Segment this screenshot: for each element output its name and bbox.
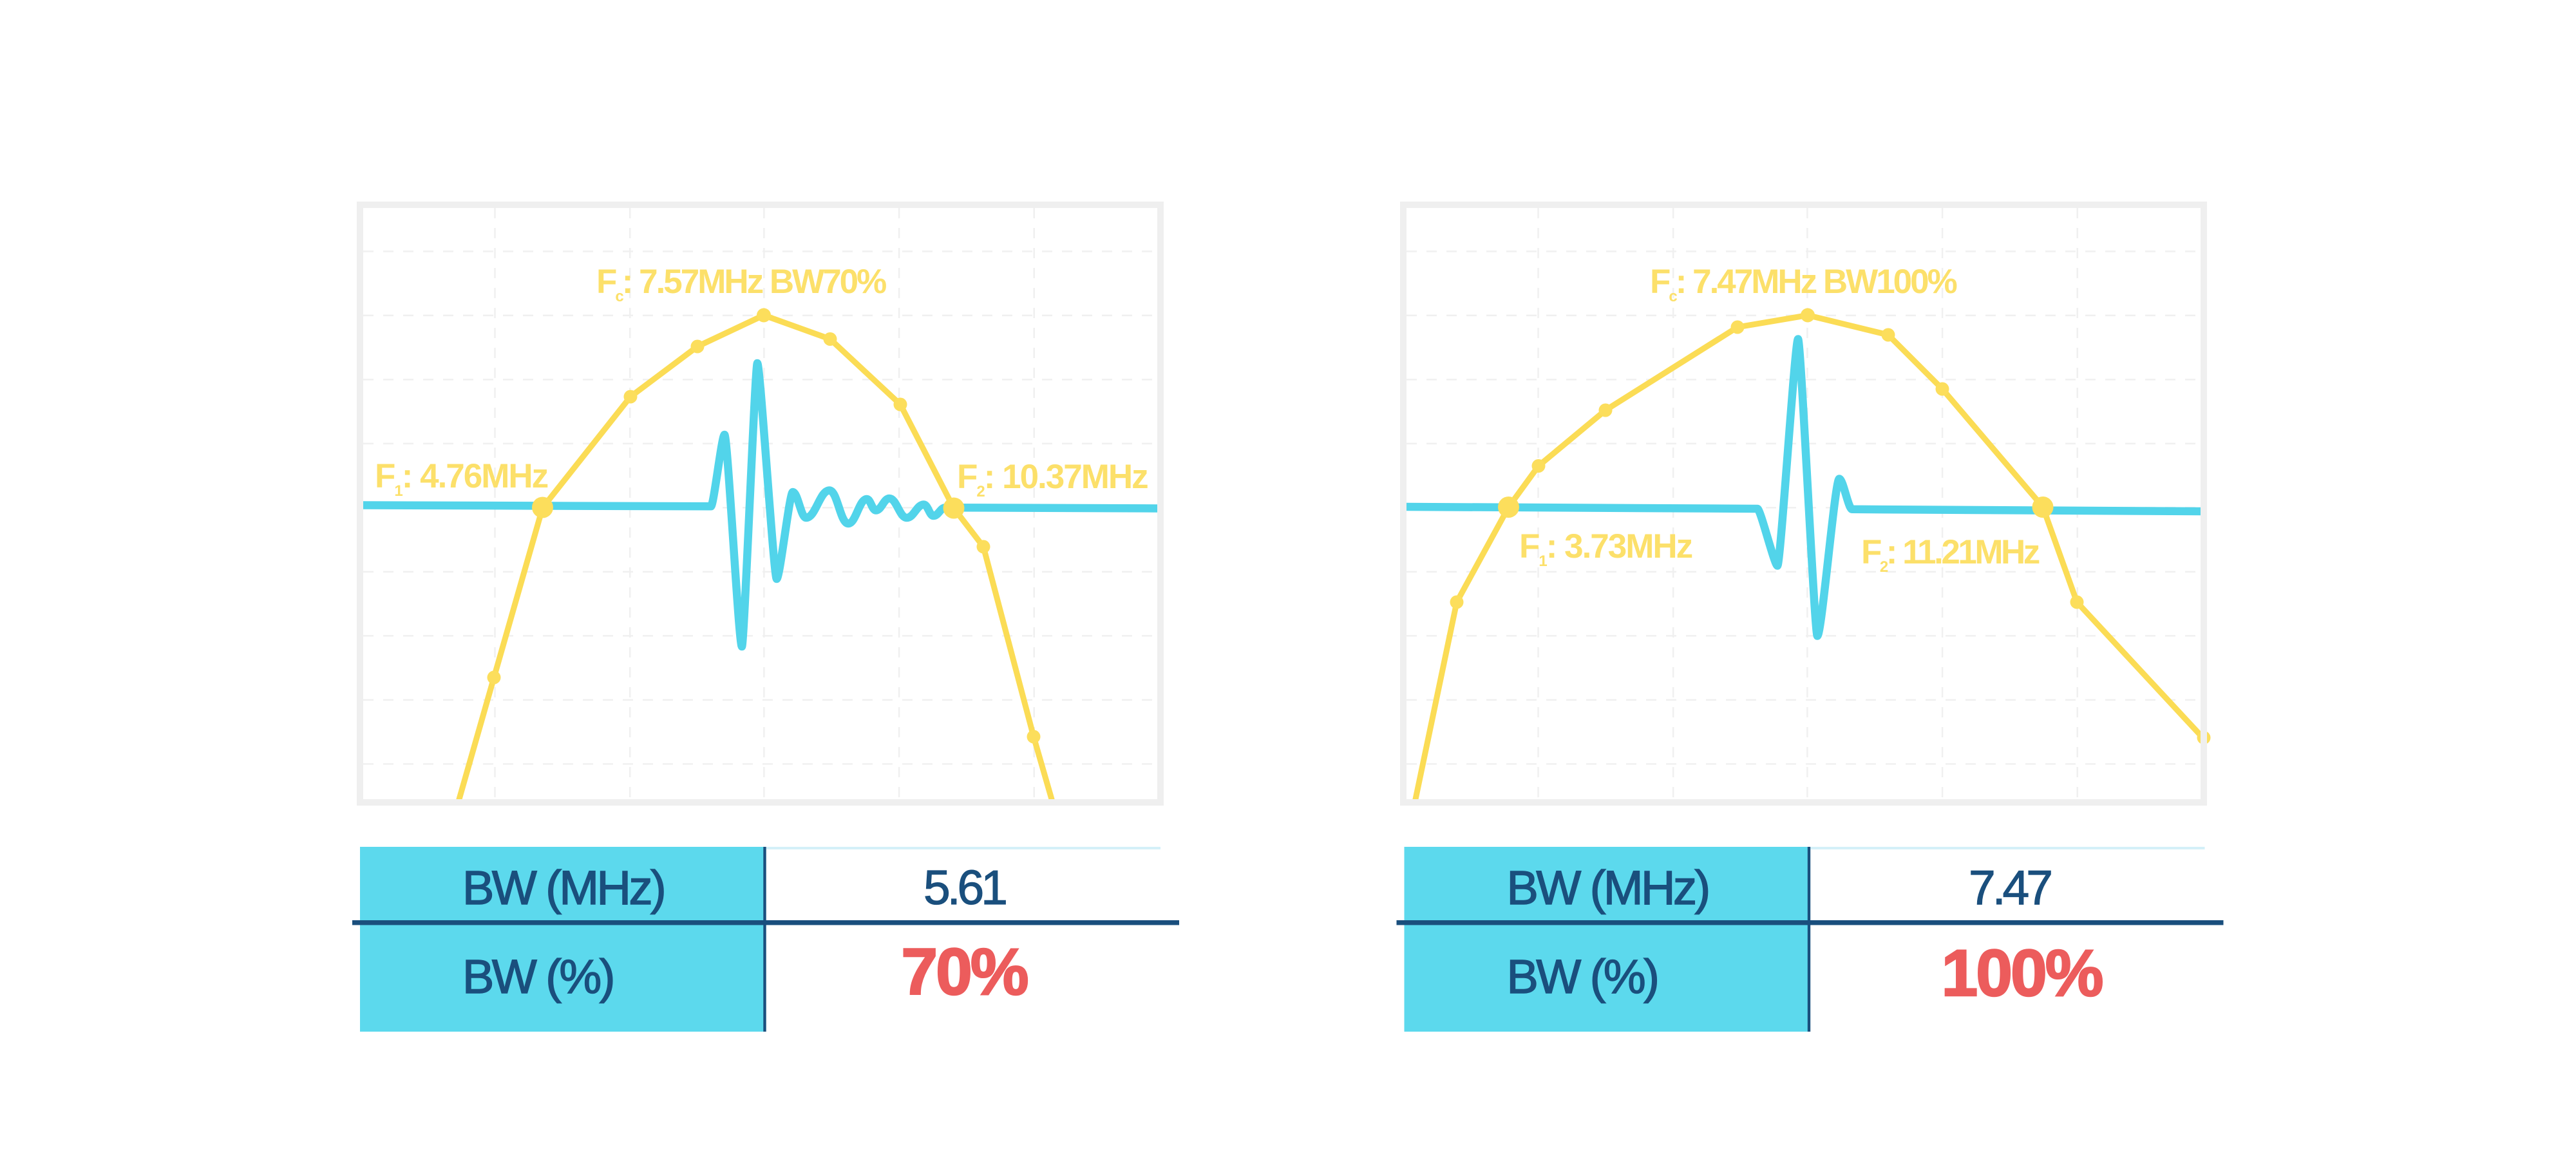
- svg-text:70%: 70%: [901, 935, 1027, 1008]
- svg-text:Fc: 7.57MHz BW70%: Fc: 7.57MHz BW70%: [596, 263, 886, 305]
- svg-text:BW (MHz): BW (MHz): [1507, 861, 1709, 914]
- svg-text:F1: 4.76MHz: F1: 4.76MHz: [375, 457, 548, 500]
- svg-text:Fc: 7.47MHz BW100%: Fc: 7.47MHz BW100%: [1650, 263, 1957, 305]
- svg-text:5.61: 5.61: [923, 860, 1006, 914]
- svg-text:7.47: 7.47: [1969, 860, 2050, 914]
- svg-text:F2: 10.37MHz: F2: 10.37MHz: [957, 458, 1148, 500]
- svg-text:F1: 3.73MHz: F1: 3.73MHz: [1519, 527, 1692, 570]
- svg-text:BW (%): BW (%): [1507, 950, 1658, 1003]
- svg-text:BW (%): BW (%): [462, 950, 613, 1003]
- svg-text:100%: 100%: [1942, 936, 2102, 1010]
- svg-text:F2: 11.21MHz: F2: 11.21MHz: [1861, 533, 2040, 576]
- svg-text:BW (MHz): BW (MHz): [462, 861, 664, 914]
